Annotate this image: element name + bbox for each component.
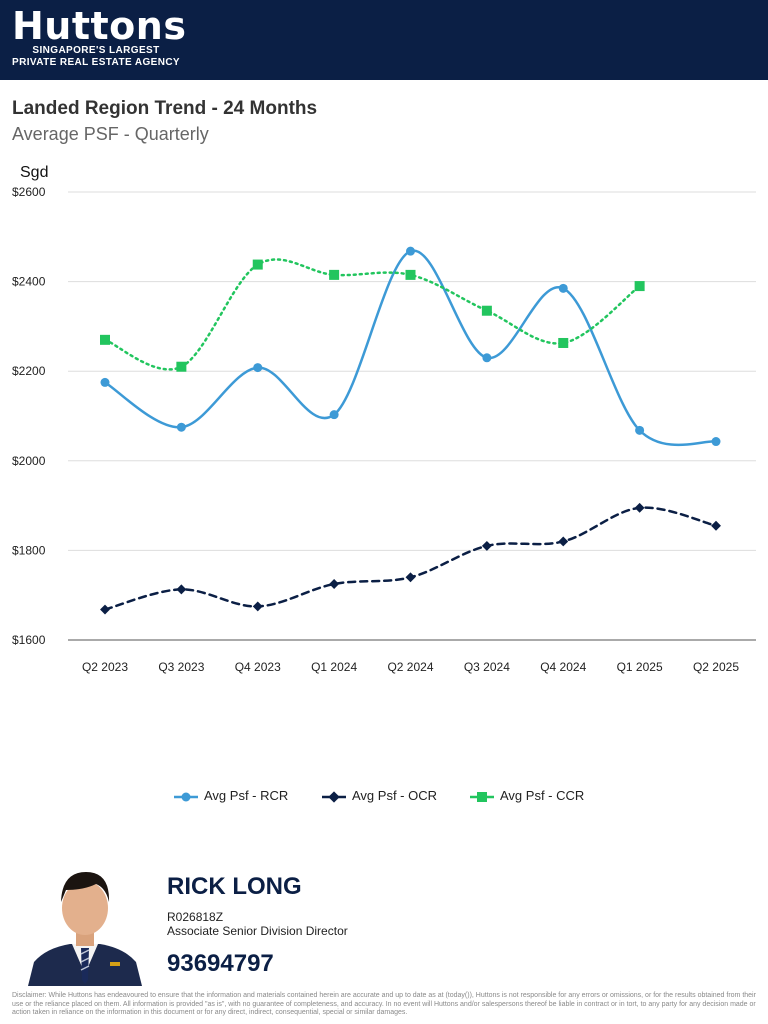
huttons-logo: Huttons xyxy=(12,4,187,48)
data-point-ccr xyxy=(481,305,492,316)
data-point-ocr xyxy=(176,584,187,595)
data-point-ocr xyxy=(481,540,492,551)
data-point-rcr xyxy=(176,422,186,432)
data-point-rcr xyxy=(329,410,339,420)
data-point-ocr xyxy=(711,520,721,531)
data-point-rcr xyxy=(711,437,721,447)
data-point-ccr xyxy=(558,337,569,348)
data-point-ccr xyxy=(176,361,187,372)
header-bar: Huttons SINGAPORE'S LARGEST PRIVATE REAL… xyxy=(0,0,768,80)
line-chart: $1600 $1800 $2000 $2200 $2400 $2600 Q2 2023 Q3 … xyxy=(12,185,756,674)
legend-ccr-marker-icon xyxy=(470,791,494,802)
agent-title: Associate Senior Division Director xyxy=(167,924,348,938)
series-line-ccr xyxy=(103,258,641,371)
data-point-ocr xyxy=(634,502,645,513)
data-point-ccr xyxy=(634,281,645,292)
agent-registration: R026818Z xyxy=(167,910,224,924)
data-point-ccr xyxy=(405,269,416,280)
data-point-ocr xyxy=(252,601,263,612)
legend-rcr-marker-icon xyxy=(174,792,198,802)
x-tick-label: Q4 2024 xyxy=(540,660,586,674)
data-point-rcr xyxy=(253,363,263,373)
y-tick-label: $2600 xyxy=(12,185,46,199)
y-tick-label: $2400 xyxy=(12,275,46,289)
y-tick-label: $2000 xyxy=(12,454,46,468)
legend-item-ocr[interactable]: Avg Psf - OCR xyxy=(322,786,437,808)
data-point-rcr xyxy=(558,283,568,293)
chart-subtitle: Average PSF - Quarterly xyxy=(12,124,209,144)
data-point-ocr xyxy=(100,604,110,615)
x-tick-label: Q2 2023 xyxy=(82,660,128,674)
legend-rcr-label: Avg Psf - RCR xyxy=(204,788,289,803)
legend-ocr-marker-icon xyxy=(322,790,346,803)
data-point-ccr xyxy=(329,269,340,280)
disclaimer-text: Disclaimer: While Huttons has endeavoure… xyxy=(12,992,756,1016)
x-tick-label: Q3 2024 xyxy=(464,660,510,674)
x-tick-label: Q1 2025 xyxy=(617,660,663,674)
tagline-line-1: SINGAPORE'S LARGEST xyxy=(32,45,160,56)
data-point-rcr xyxy=(100,377,110,387)
x-tick-label: Q2 2024 xyxy=(387,660,433,674)
data-point-ccr xyxy=(100,334,110,345)
data-point-rcr xyxy=(406,246,415,256)
legend-ocr-label: Avg Psf - OCR xyxy=(352,788,438,803)
x-tick-label: Q3 2023 xyxy=(158,660,204,674)
chart-legend: Avg Psf - RCR Avg Psf - OCR Avg Psf - CC… xyxy=(0,786,768,808)
x-tick-label: Q4 2023 xyxy=(235,660,281,674)
data-point-rcr xyxy=(635,425,645,435)
tagline-line-2: PRIVATE REAL ESTATE AGENCY xyxy=(12,57,181,68)
series-line-ocr xyxy=(103,506,718,611)
logo-tagline: SINGAPORE'S LARGEST PRIVATE REAL ESTATE … xyxy=(12,45,180,69)
data-point-ocr xyxy=(405,572,416,583)
legend-item-ccr[interactable]: Avg Psf - CCR xyxy=(470,786,584,808)
agent-photo xyxy=(26,862,144,986)
y-tick-label: $1800 xyxy=(12,543,46,557)
y-axis-label: Sgd xyxy=(20,164,49,181)
agent-phone[interactable]: 93694797 xyxy=(167,950,274,977)
data-point-ccr xyxy=(252,259,263,270)
chart-title: Landed Region Trend - 24 Months xyxy=(12,98,318,119)
y-tick-label: $2200 xyxy=(12,364,46,378)
data-point-ocr xyxy=(329,579,340,589)
legend-item-rcr[interactable]: Avg Psf - RCR xyxy=(174,786,288,808)
x-tick-label: Q2 2025 xyxy=(693,660,739,674)
agent-name: RICK LONG xyxy=(167,873,302,900)
legend-ccr-label: Avg Psf - CCR xyxy=(500,788,585,803)
x-tick-label: Q1 2024 xyxy=(311,660,357,674)
data-point-ocr xyxy=(558,536,569,547)
data-point-rcr xyxy=(482,353,492,363)
y-tick-label: $1600 xyxy=(12,633,46,647)
